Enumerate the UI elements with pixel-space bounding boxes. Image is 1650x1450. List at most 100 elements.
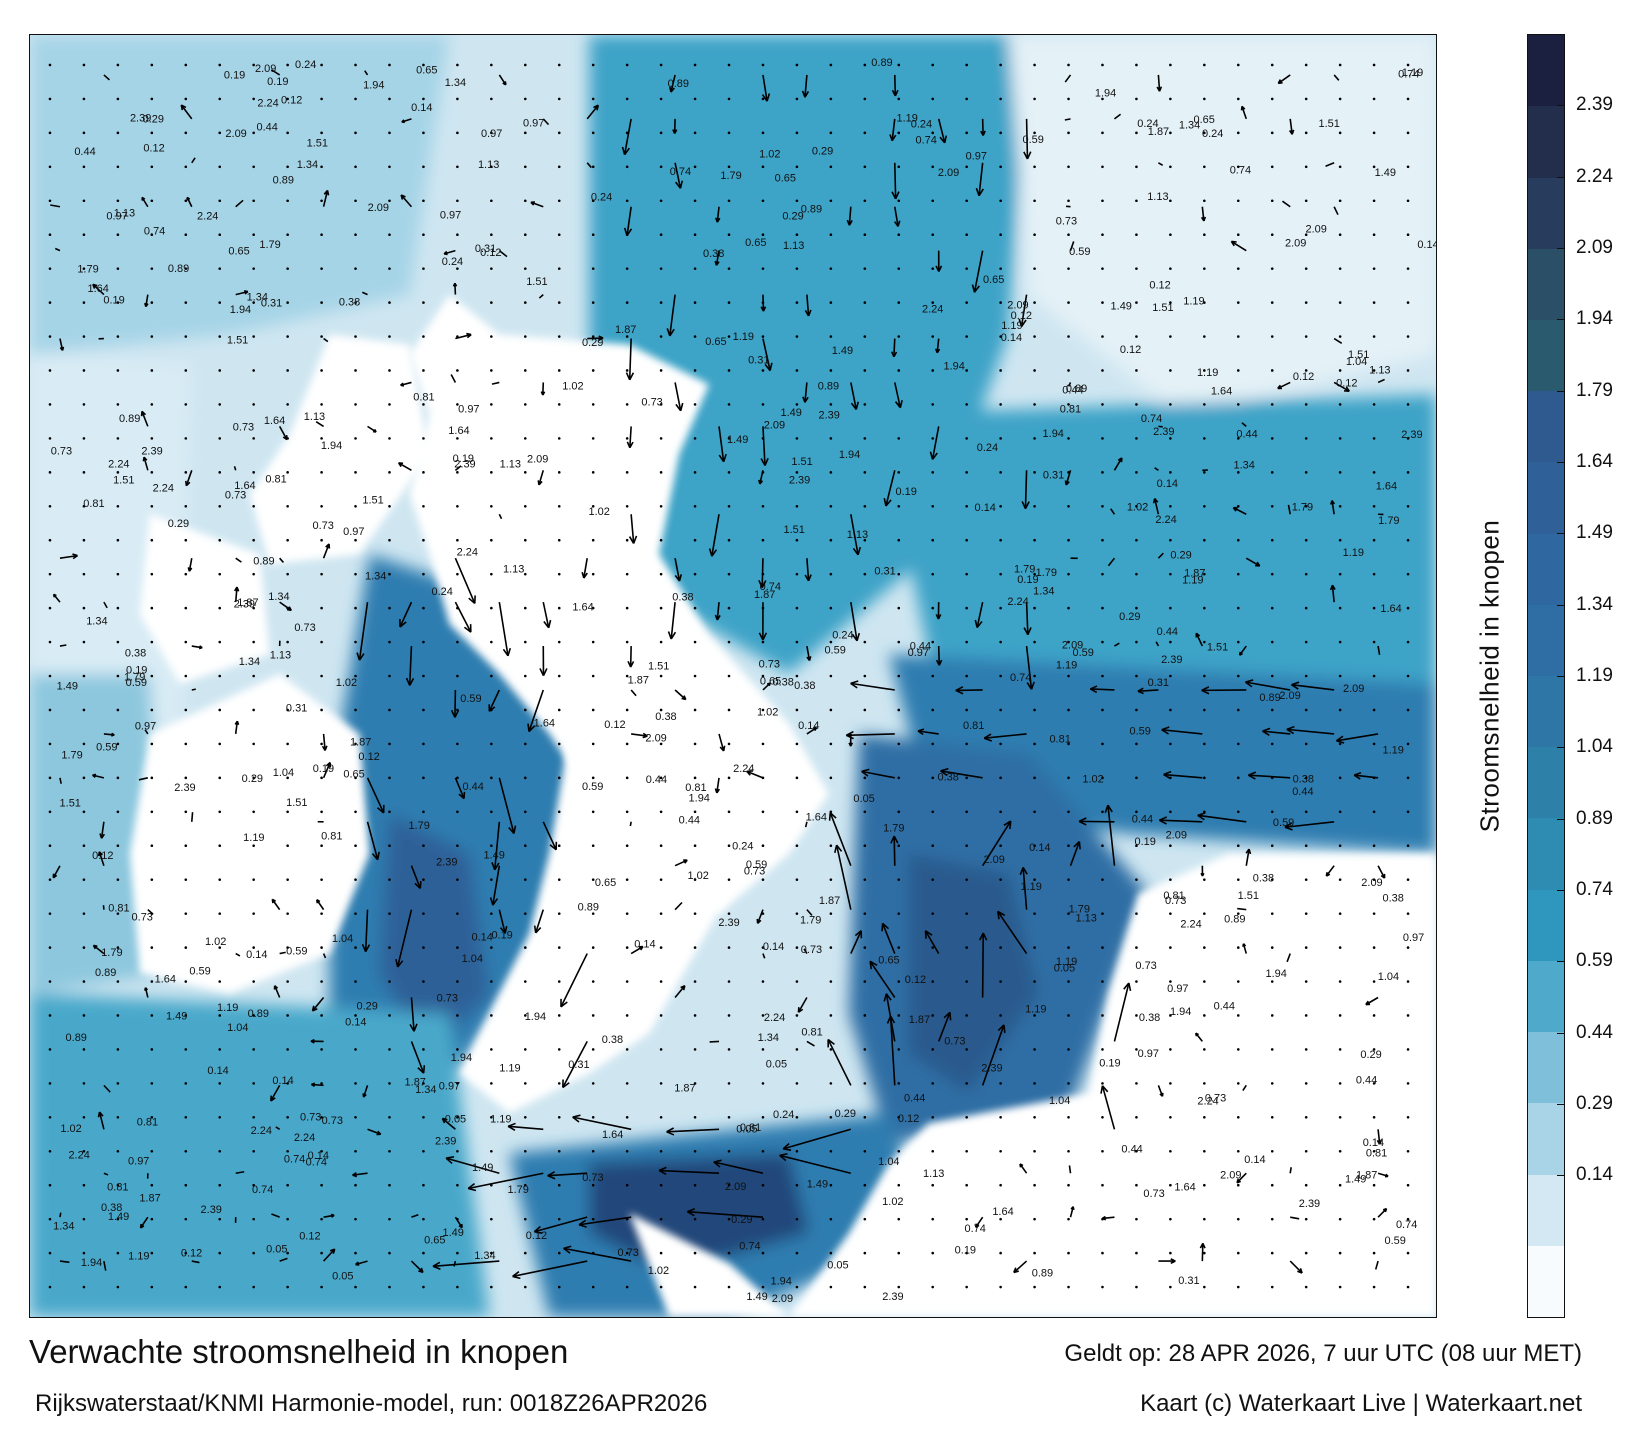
grid-dot <box>897 776 901 780</box>
current-arrow <box>586 104 600 120</box>
grid-dot <box>523 131 527 135</box>
grid-dot <box>184 403 188 406</box>
grid-dot <box>490 63 493 67</box>
current-value-label: 0.29 <box>582 337 603 349</box>
current-value-label: 1.64 <box>448 425 469 437</box>
grid-dot <box>422 233 425 236</box>
current-value-label: 1.87 <box>139 1193 160 1205</box>
current-arrow <box>971 250 984 293</box>
current-value-label: 1.19 <box>490 1114 511 1126</box>
grid-dot <box>999 63 1002 67</box>
grid-dot <box>965 674 968 678</box>
grid-dot <box>1067 233 1070 236</box>
grid-dot <box>727 1014 731 1017</box>
grid-dot <box>354 403 357 406</box>
grid-dot <box>252 63 255 67</box>
current-value-label: 0.31 <box>1148 677 1169 689</box>
grid-dot <box>490 606 493 610</box>
current-arrow <box>629 821 632 827</box>
grid-dot <box>218 674 222 678</box>
grid-dot <box>252 335 255 338</box>
grid-dot <box>490 674 493 678</box>
current-value-label: 1.34 <box>53 1221 74 1233</box>
grid-dot <box>897 1014 901 1017</box>
current-value-label: 1.94 <box>944 360 965 372</box>
grid-dot <box>965 1149 968 1153</box>
grid-dot <box>931 504 935 508</box>
grid-dot <box>456 844 459 848</box>
grid-dot <box>82 708 86 712</box>
grid-dot <box>795 572 799 576</box>
grid-dot <box>1135 267 1138 270</box>
grid-dot <box>863 1285 867 1289</box>
grid-dot <box>965 267 968 270</box>
grid-dot <box>1101 1048 1104 1051</box>
grid-dot <box>48 606 52 610</box>
grid-dot <box>490 504 493 508</box>
current-arrow <box>621 118 632 156</box>
grid-dot <box>286 912 289 915</box>
current-arrow <box>138 777 149 781</box>
grid-dot <box>1135 742 1138 746</box>
grid-dot <box>1101 504 1104 508</box>
grid-dot <box>863 844 867 848</box>
current-arrow <box>144 294 149 308</box>
grid-dot <box>693 1014 697 1017</box>
grid-dot <box>48 742 52 746</box>
grid-dot <box>1406 1014 1410 1017</box>
grid-dot <box>1169 708 1172 712</box>
current-value-label: 2.39 <box>981 1062 1002 1074</box>
grid-dot <box>1135 606 1138 610</box>
grid-dot <box>863 1217 867 1221</box>
grid-dot <box>863 165 867 169</box>
current-arrow <box>974 1216 984 1229</box>
grid-dot <box>761 640 765 644</box>
grid-dot <box>1067 403 1070 406</box>
grid-dot <box>659 233 663 236</box>
current-arrow <box>322 543 331 559</box>
grid-dot <box>557 97 561 101</box>
grid-dot <box>184 1217 188 1221</box>
grid-dot <box>286 1082 289 1085</box>
grid-dot <box>999 165 1002 169</box>
current-value-label: 1.79 <box>1378 515 1399 527</box>
grid-dot <box>218 878 222 881</box>
grid-dot <box>150 742 154 746</box>
grid-dot <box>727 606 731 610</box>
grid-dot <box>1270 810 1274 814</box>
grid-dot <box>320 1116 323 1119</box>
grid-dot <box>1406 538 1410 542</box>
grid-dot <box>1270 403 1274 406</box>
grid-dot <box>591 538 595 542</box>
grid-dot <box>863 369 867 372</box>
grid-dot <box>523 165 527 169</box>
grid-dot <box>1372 403 1376 406</box>
current-value-label: 0.97 <box>458 404 479 416</box>
grid-dot <box>456 165 459 169</box>
current-value-label: 2.24 <box>1155 514 1176 526</box>
current-arrow <box>674 901 683 911</box>
grid-dot <box>422 572 425 576</box>
grid-dot <box>1203 63 1206 67</box>
grid-dot <box>1135 980 1138 983</box>
grid-dot <box>795 980 799 983</box>
current-speed-map[interactable]: 0.97 0.81 1.87 0.44 0.73 1.02 0.89 0.12 2.09 1.34… <box>29 34 1437 1318</box>
grid-dot <box>1338 165 1342 169</box>
grid-dot <box>1270 267 1274 270</box>
current-arrow <box>674 382 684 412</box>
current-arrow <box>850 382 860 410</box>
current-arrow <box>760 426 769 466</box>
grid-dot <box>897 131 901 135</box>
grid-dot <box>1169 640 1172 644</box>
current-value-label: 1.87 <box>1184 568 1205 580</box>
grid-dot <box>1372 63 1376 67</box>
grid-dot <box>931 199 935 203</box>
grid-dot <box>1304 233 1308 236</box>
current-value-label: 2.24 <box>733 763 754 775</box>
grid-dot <box>693 165 697 169</box>
current-value-label: 2.39 <box>234 599 255 611</box>
current-arrow <box>937 118 948 144</box>
current-value-label: 1.02 <box>60 1123 81 1135</box>
grid-dot <box>523 1251 527 1255</box>
current-value-label: 1.51 <box>1207 642 1228 654</box>
